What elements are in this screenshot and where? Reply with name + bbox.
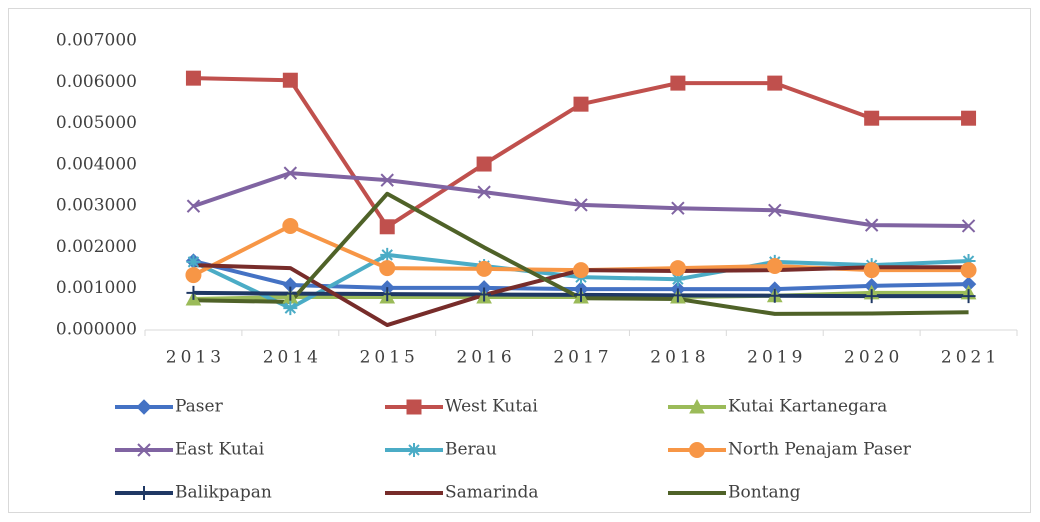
legend-label: Paser [175,397,224,417]
x-tick-label: 2016 [456,348,515,368]
data-point [380,247,395,262]
x-tick-label: 2019 [747,348,806,368]
data-point [380,287,395,302]
x-tick-label: 2013 [166,348,225,368]
data-point [767,75,783,91]
legend-marker [689,442,705,458]
data-point [476,156,492,172]
y-tick-label: 0.006000 [56,72,137,92]
data-point [864,218,879,232]
data-point [864,110,880,126]
data-point [282,72,298,88]
data-point [379,219,395,235]
legend-marker [136,399,152,415]
data-point [186,285,201,300]
legend-label: East Kutai [175,440,265,460]
legend-marker [407,443,421,457]
legend-marker [406,399,422,415]
chart-border [8,8,1031,513]
legend-marker [137,486,151,500]
x-tick-label: 2014 [263,348,322,368]
data-point [477,287,492,302]
data-point [185,70,201,86]
data-point [766,258,783,275]
data-point [573,96,589,112]
data-point [671,201,685,215]
y-tick-label: 0.003000 [56,196,137,216]
data-point [960,262,977,279]
legend-label: Samarinda [445,483,539,503]
legend-label: Kutai Kartanegara [728,397,887,417]
x-tick-label: 2021 [941,348,1000,368]
x-tick-label: 2018 [650,348,709,368]
legend-label: Bontang [728,483,801,503]
data-point [476,260,493,277]
data-point [477,185,491,199]
data-point [864,289,879,304]
data-point [282,217,299,234]
data-point [283,286,298,301]
data-point [185,267,202,284]
data-point [574,198,588,212]
data-point [283,301,298,316]
x-tick-label: 2020 [844,348,903,368]
y-tick-label: 0.000000 [56,320,137,340]
legend-label: Balikpapan [175,483,272,503]
data-point [670,288,685,303]
data-point [961,110,977,126]
data-point [574,287,588,302]
data-point [670,75,686,91]
legend-label: Berau [445,440,497,460]
data-point [863,262,880,279]
y-tick-label: 0.001000 [56,278,137,298]
x-tick-label: 2015 [360,348,419,368]
legend-marker [689,398,705,414]
data-point [573,262,589,279]
data-point [669,260,686,277]
data-point [186,254,201,269]
x-tick-label: 2017 [553,348,612,368]
data-point [379,260,396,277]
legend-marker [137,443,151,457]
data-point [961,254,976,269]
data-point [961,219,976,233]
data-point [767,288,782,303]
data-point [670,272,685,287]
data-point [380,173,394,187]
data-point [186,199,201,213]
y-tick-label: 0.005000 [56,113,137,133]
data-point [768,203,782,217]
legend-label: West Kutai [445,397,538,417]
data-point [961,289,976,304]
legend-label: North Penajam Paser [728,440,912,460]
y-tick-label: 0.002000 [56,237,137,257]
data-point [283,166,298,180]
y-tick-label: 0.007000 [56,31,137,51]
y-tick-label: 0.004000 [56,154,137,174]
